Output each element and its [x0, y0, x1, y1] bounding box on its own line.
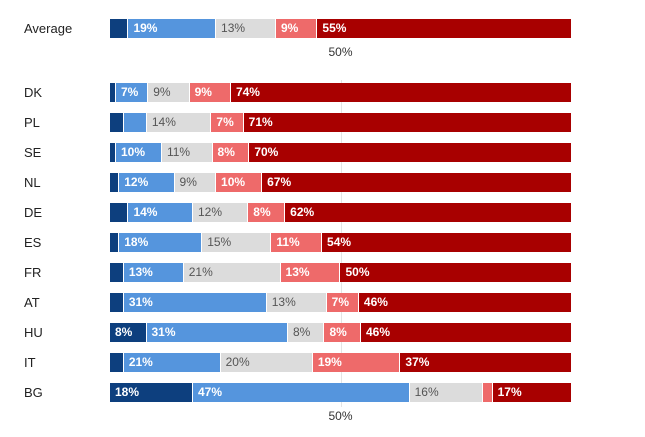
bar-segment-4: [483, 383, 493, 402]
bar-segment-3: 15%: [202, 233, 272, 252]
bar-segment-1: 8%: [110, 323, 147, 342]
category-label: ES: [24, 235, 42, 250]
bar-segment-4: 9%: [189, 83, 231, 102]
bar-hu: 8% 31% 8% 8% 46%: [110, 323, 571, 342]
bar-segment-2: 31%: [123, 293, 267, 312]
bar-segment-4: 8%: [324, 323, 361, 342]
bar-segment-5: 17%: [492, 383, 571, 402]
bar-segment-4: 7%: [211, 113, 244, 132]
category-label: HU: [24, 325, 43, 340]
bar-segment-4: 10%: [216, 173, 263, 192]
bar-segment-5: 67%: [262, 173, 571, 192]
bar-segment-1: [110, 263, 124, 282]
bar-segment-1: [110, 203, 129, 222]
bar-segment-3: 9%: [148, 83, 190, 102]
bar-segment-5: 74%: [230, 83, 572, 102]
bar-segment-4: 9%: [275, 19, 318, 38]
bar-average: 19% 13% 9% 55%: [110, 19, 571, 38]
bar-segment-4: 19%: [312, 353, 401, 372]
category-label: PL: [24, 115, 40, 130]
bar-segment-5: 71%: [243, 113, 571, 132]
bar-segment-4: 8%: [212, 143, 250, 162]
bar-nl: 12% 9% 10% 67%: [110, 173, 571, 192]
bar-segment-3: 13%: [266, 293, 327, 312]
bar-segment-5: 54%: [322, 233, 571, 252]
category-label: AT: [24, 295, 40, 310]
bar-segment-1: [110, 293, 124, 312]
bar-de: 14% 12% 8% 62%: [110, 203, 571, 222]
bar-segment-2: 10%: [116, 143, 162, 162]
bar-segment-2: 14%: [128, 203, 193, 222]
category-label: Average: [24, 21, 73, 36]
bar-segment-5: 37%: [400, 353, 571, 372]
bar-segment-1: [110, 233, 120, 252]
bar-segment-1: 18%: [110, 383, 193, 402]
bar-segment-2: 47%: [192, 383, 410, 402]
bar-segment-2: 19%: [128, 19, 217, 38]
bar-segment-5: 55%: [317, 19, 571, 38]
bar-segment-4: 11%: [271, 233, 323, 252]
bar-segment-3: 12%: [192, 203, 249, 222]
bar-segment-3: 21%: [183, 263, 281, 282]
bar-segment-3: 9%: [174, 173, 217, 192]
bar-pl: 14% 7% 71%: [110, 113, 571, 132]
bar-segment-4: 13%: [280, 263, 341, 282]
bar-at: 31% 13% 7% 46%: [110, 293, 571, 312]
category-label: NL: [24, 175, 41, 190]
bar-segment-1: [110, 173, 120, 192]
bar-segment-2: 21%: [123, 353, 221, 372]
category-label: BG: [24, 385, 43, 400]
bar-fr: 13% 21% 13% 50%: [110, 263, 571, 282]
bar-segment-3: 8%: [287, 323, 325, 342]
bar-segment-1: [110, 143, 116, 162]
reference-label-top: 50%: [328, 45, 353, 59]
bar-it: 21% 20% 19% 37%: [110, 353, 571, 372]
bar-se: 10% 11% 8% 70%: [110, 143, 571, 162]
bar-segment-4: 8%: [248, 203, 286, 222]
bar-segment-2: 7%: [116, 83, 149, 102]
bar-dk: 7% 9% 9% 74%: [110, 83, 572, 102]
bar-segment-5: 62%: [285, 203, 571, 222]
bar-segment-5: 46%: [360, 323, 571, 342]
bar-segment-3: 13%: [216, 19, 276, 38]
bar-segment-1: [110, 19, 129, 38]
bar-segment-2: 13%: [123, 263, 184, 282]
bar-segment-3: 11%: [161, 143, 213, 162]
bar-segment-3: 16%: [409, 383, 484, 402]
category-label: DE: [24, 205, 43, 220]
bar-segment-1: [110, 113, 124, 132]
bar-segment-1: [110, 353, 124, 372]
bar-segment-2: 18%: [119, 233, 203, 252]
bar-segment-2: [123, 113, 147, 132]
category-label: SE: [24, 145, 42, 160]
category-label: DK: [24, 85, 43, 100]
reference-label-bottom: 50%: [328, 409, 353, 423]
bar-segment-3: 20%: [220, 353, 313, 372]
bar-segment-5: 50%: [340, 263, 571, 282]
bar-segment-1: [110, 83, 116, 102]
bar-bg: 18% 47% 16% 17%: [110, 383, 571, 402]
bar-segment-2: 12%: [119, 173, 175, 192]
bar-segment-4: 7%: [326, 293, 359, 312]
bar-segment-3: 14%: [146, 113, 212, 132]
bar-segment-2: 31%: [146, 323, 288, 342]
bar-segment-5: 70%: [249, 143, 571, 162]
category-label: FR: [24, 265, 42, 280]
bar-es: 18% 15% 11% 54%: [110, 233, 571, 252]
category-label: IT: [24, 355, 36, 370]
bar-segment-5: 46%: [358, 293, 571, 312]
